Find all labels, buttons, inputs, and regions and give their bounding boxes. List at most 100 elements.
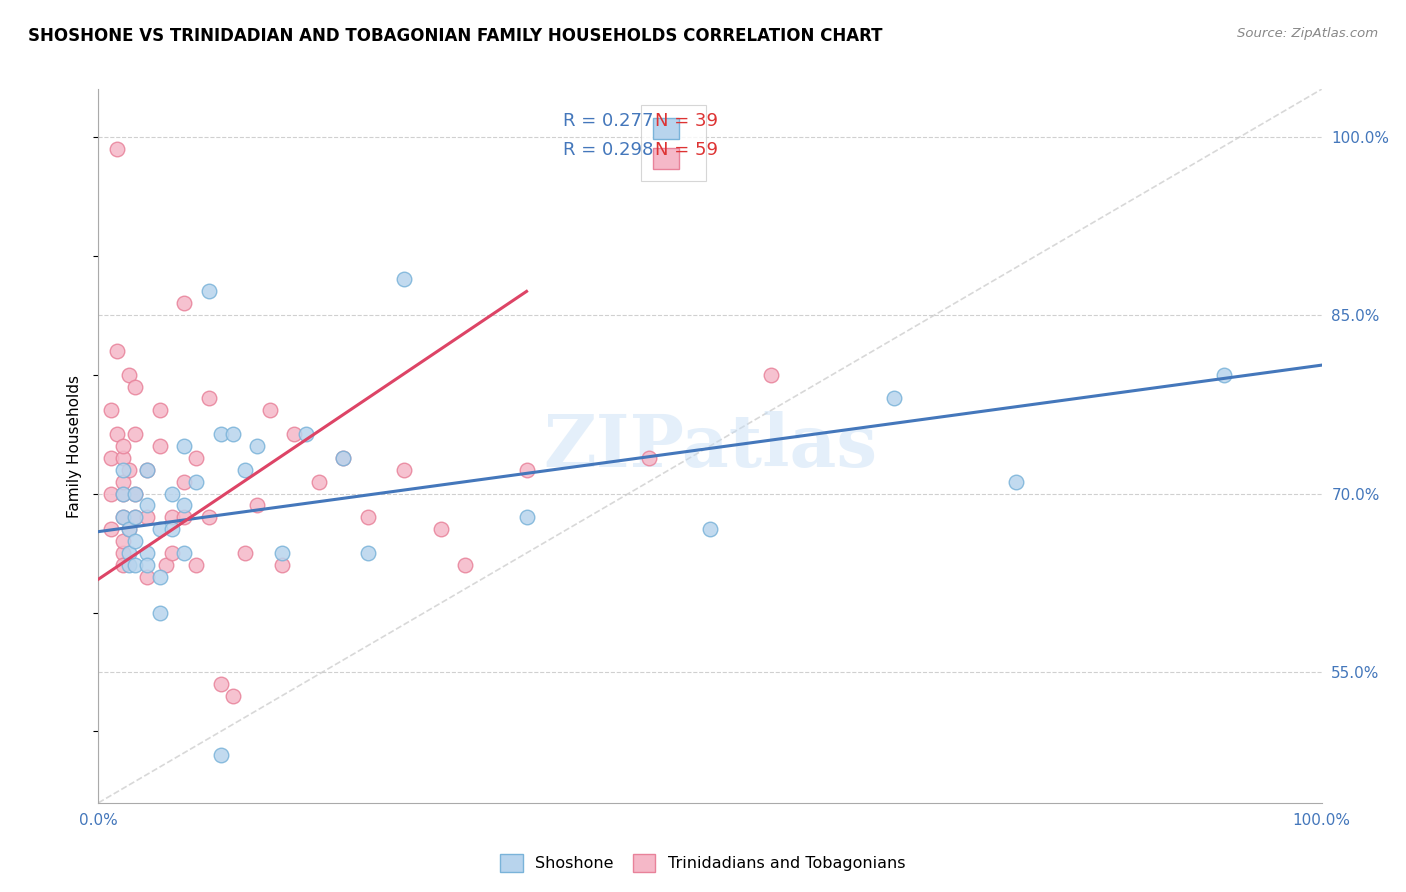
- Point: [233, 546, 256, 560]
- Point: [173, 296, 195, 310]
- Point: [105, 427, 128, 442]
- Point: [160, 546, 183, 560]
- Point: [454, 558, 477, 572]
- Point: [111, 510, 134, 524]
- Text: R = 0.298: R = 0.298: [564, 141, 654, 159]
- Point: [761, 368, 783, 382]
- Point: [160, 510, 183, 524]
- Point: [100, 403, 122, 417]
- Point: [124, 427, 146, 442]
- Point: [124, 379, 146, 393]
- Point: [100, 486, 122, 500]
- Point: [197, 510, 219, 524]
- Point: [118, 558, 141, 572]
- Point: [1212, 368, 1234, 382]
- Point: [111, 486, 134, 500]
- Point: [356, 510, 378, 524]
- Point: [149, 439, 172, 453]
- Point: [308, 475, 330, 489]
- Point: [883, 392, 905, 406]
- Point: [186, 475, 208, 489]
- Point: [430, 522, 453, 536]
- Point: [515, 510, 537, 524]
- Point: [392, 272, 416, 286]
- Point: [160, 522, 183, 536]
- Point: [270, 546, 294, 560]
- Point: [105, 142, 128, 156]
- Point: [259, 403, 281, 417]
- Text: Source: ZipAtlas.com: Source: ZipAtlas.com: [1237, 27, 1378, 40]
- Point: [209, 427, 232, 442]
- Point: [111, 510, 134, 524]
- Point: [111, 546, 134, 560]
- Y-axis label: Family Households: Family Households: [67, 375, 83, 517]
- Point: [233, 463, 256, 477]
- Point: [136, 558, 159, 572]
- Point: [136, 546, 159, 560]
- Point: [111, 558, 134, 572]
- Point: [173, 510, 195, 524]
- Point: [111, 463, 134, 477]
- Point: [222, 427, 245, 442]
- Text: R = 0.277: R = 0.277: [564, 112, 654, 130]
- Point: [222, 689, 245, 703]
- Point: [515, 463, 537, 477]
- Point: [246, 439, 269, 453]
- Point: [118, 546, 141, 560]
- Point: [699, 522, 721, 536]
- Point: [111, 450, 134, 465]
- Point: [160, 486, 183, 500]
- Point: [111, 439, 134, 453]
- Point: [149, 522, 172, 536]
- Point: [332, 450, 354, 465]
- Point: [136, 499, 159, 513]
- Point: [136, 510, 159, 524]
- Point: [136, 463, 159, 477]
- Point: [136, 570, 159, 584]
- Point: [124, 558, 146, 572]
- Text: N = 39: N = 39: [655, 112, 718, 130]
- Point: [118, 522, 141, 536]
- Point: [209, 748, 232, 763]
- Point: [111, 486, 134, 500]
- Point: [100, 522, 122, 536]
- Point: [283, 427, 305, 442]
- Point: [100, 450, 122, 465]
- Point: [332, 450, 354, 465]
- Point: [118, 368, 141, 382]
- Point: [149, 606, 172, 620]
- Point: [118, 522, 141, 536]
- Point: [209, 677, 232, 691]
- Point: [1004, 475, 1026, 489]
- Legend: , : ,: [641, 105, 706, 181]
- Point: [124, 534, 146, 549]
- Point: [111, 534, 134, 549]
- Point: [149, 570, 172, 584]
- Point: [392, 463, 416, 477]
- Point: [136, 463, 159, 477]
- Point: [124, 486, 146, 500]
- Point: [111, 475, 134, 489]
- Point: [186, 558, 208, 572]
- Text: ZIPatlas: ZIPatlas: [543, 410, 877, 482]
- Point: [173, 439, 195, 453]
- Text: SHOSHONE VS TRINIDADIAN AND TOBAGONIAN FAMILY HOUSEHOLDS CORRELATION CHART: SHOSHONE VS TRINIDADIAN AND TOBAGONIAN F…: [28, 27, 883, 45]
- Point: [118, 463, 141, 477]
- Text: N = 59: N = 59: [655, 141, 718, 159]
- Point: [105, 343, 128, 358]
- Point: [638, 450, 661, 465]
- Point: [149, 403, 172, 417]
- Point: [124, 510, 146, 524]
- Point: [155, 558, 177, 572]
- Point: [173, 499, 195, 513]
- Legend: Shoshone, Trinidadians and Tobagonians: Shoshone, Trinidadians and Tobagonians: [492, 847, 914, 880]
- Point: [197, 392, 219, 406]
- Point: [295, 427, 318, 442]
- Point: [173, 546, 195, 560]
- Point: [197, 285, 219, 299]
- Point: [124, 486, 146, 500]
- Point: [270, 558, 294, 572]
- Point: [124, 510, 146, 524]
- Point: [173, 475, 195, 489]
- Point: [356, 546, 378, 560]
